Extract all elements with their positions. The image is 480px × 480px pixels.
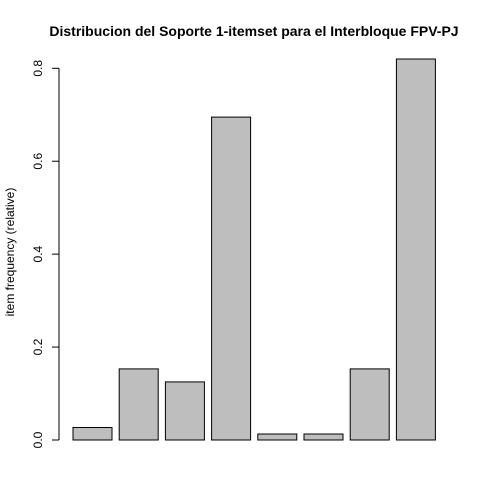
y-tick-label: 0.6 — [31, 153, 45, 170]
bar-7 — [349, 368, 390, 441]
bar-8 — [395, 58, 436, 441]
bar-4 — [211, 116, 252, 441]
y-tick-label: 0.4 — [31, 245, 45, 262]
chart-title: Distribucion del Soporte 1-itemset para … — [49, 23, 458, 39]
bar-3 — [164, 381, 205, 441]
y-tick-label: 0.0 — [31, 431, 45, 448]
y-axis: 0.0 0.2 0.4 0.6 0.8 — [31, 60, 60, 448]
bar-6 — [303, 433, 344, 441]
bar-1 — [72, 427, 113, 441]
bar-5 — [257, 433, 298, 441]
y-tick-label: 0.8 — [31, 60, 45, 77]
bars-group — [72, 58, 436, 441]
bar-2 — [118, 368, 159, 441]
y-axis-label: item frequency (relative) — [3, 188, 17, 317]
y-tick-label: 0.2 — [31, 338, 45, 355]
